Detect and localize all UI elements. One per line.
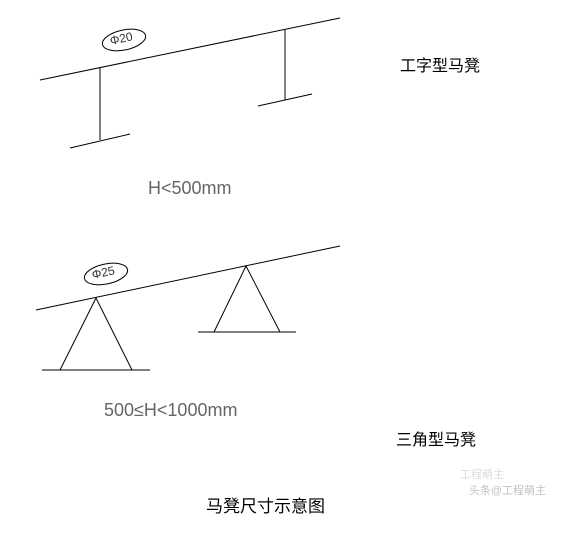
fig2-beam [36, 246, 340, 310]
fig2-tri2 [214, 266, 280, 332]
fig1-label: 工字型马凳 [400, 52, 480, 76]
fig2-label: 三角型马凳 [396, 426, 476, 450]
fig2-dim: 500≤H<1000mm [104, 400, 237, 421]
diagram-title: 马凳尺寸示意图 [206, 492, 325, 517]
fig2-group [36, 246, 340, 370]
fig2-svg [0, 0, 564, 536]
fig2-tri1 [60, 298, 132, 370]
watermark: 头条@工程萌主 [469, 482, 546, 498]
diagram-canvas: Φ20 工字型马凳 H<500mm Φ25 三角型马凳 500≤H<1000mm… [0, 0, 564, 536]
watermark2: 工程萌主 [460, 466, 504, 482]
fig1-dim: H<500mm [148, 178, 232, 199]
